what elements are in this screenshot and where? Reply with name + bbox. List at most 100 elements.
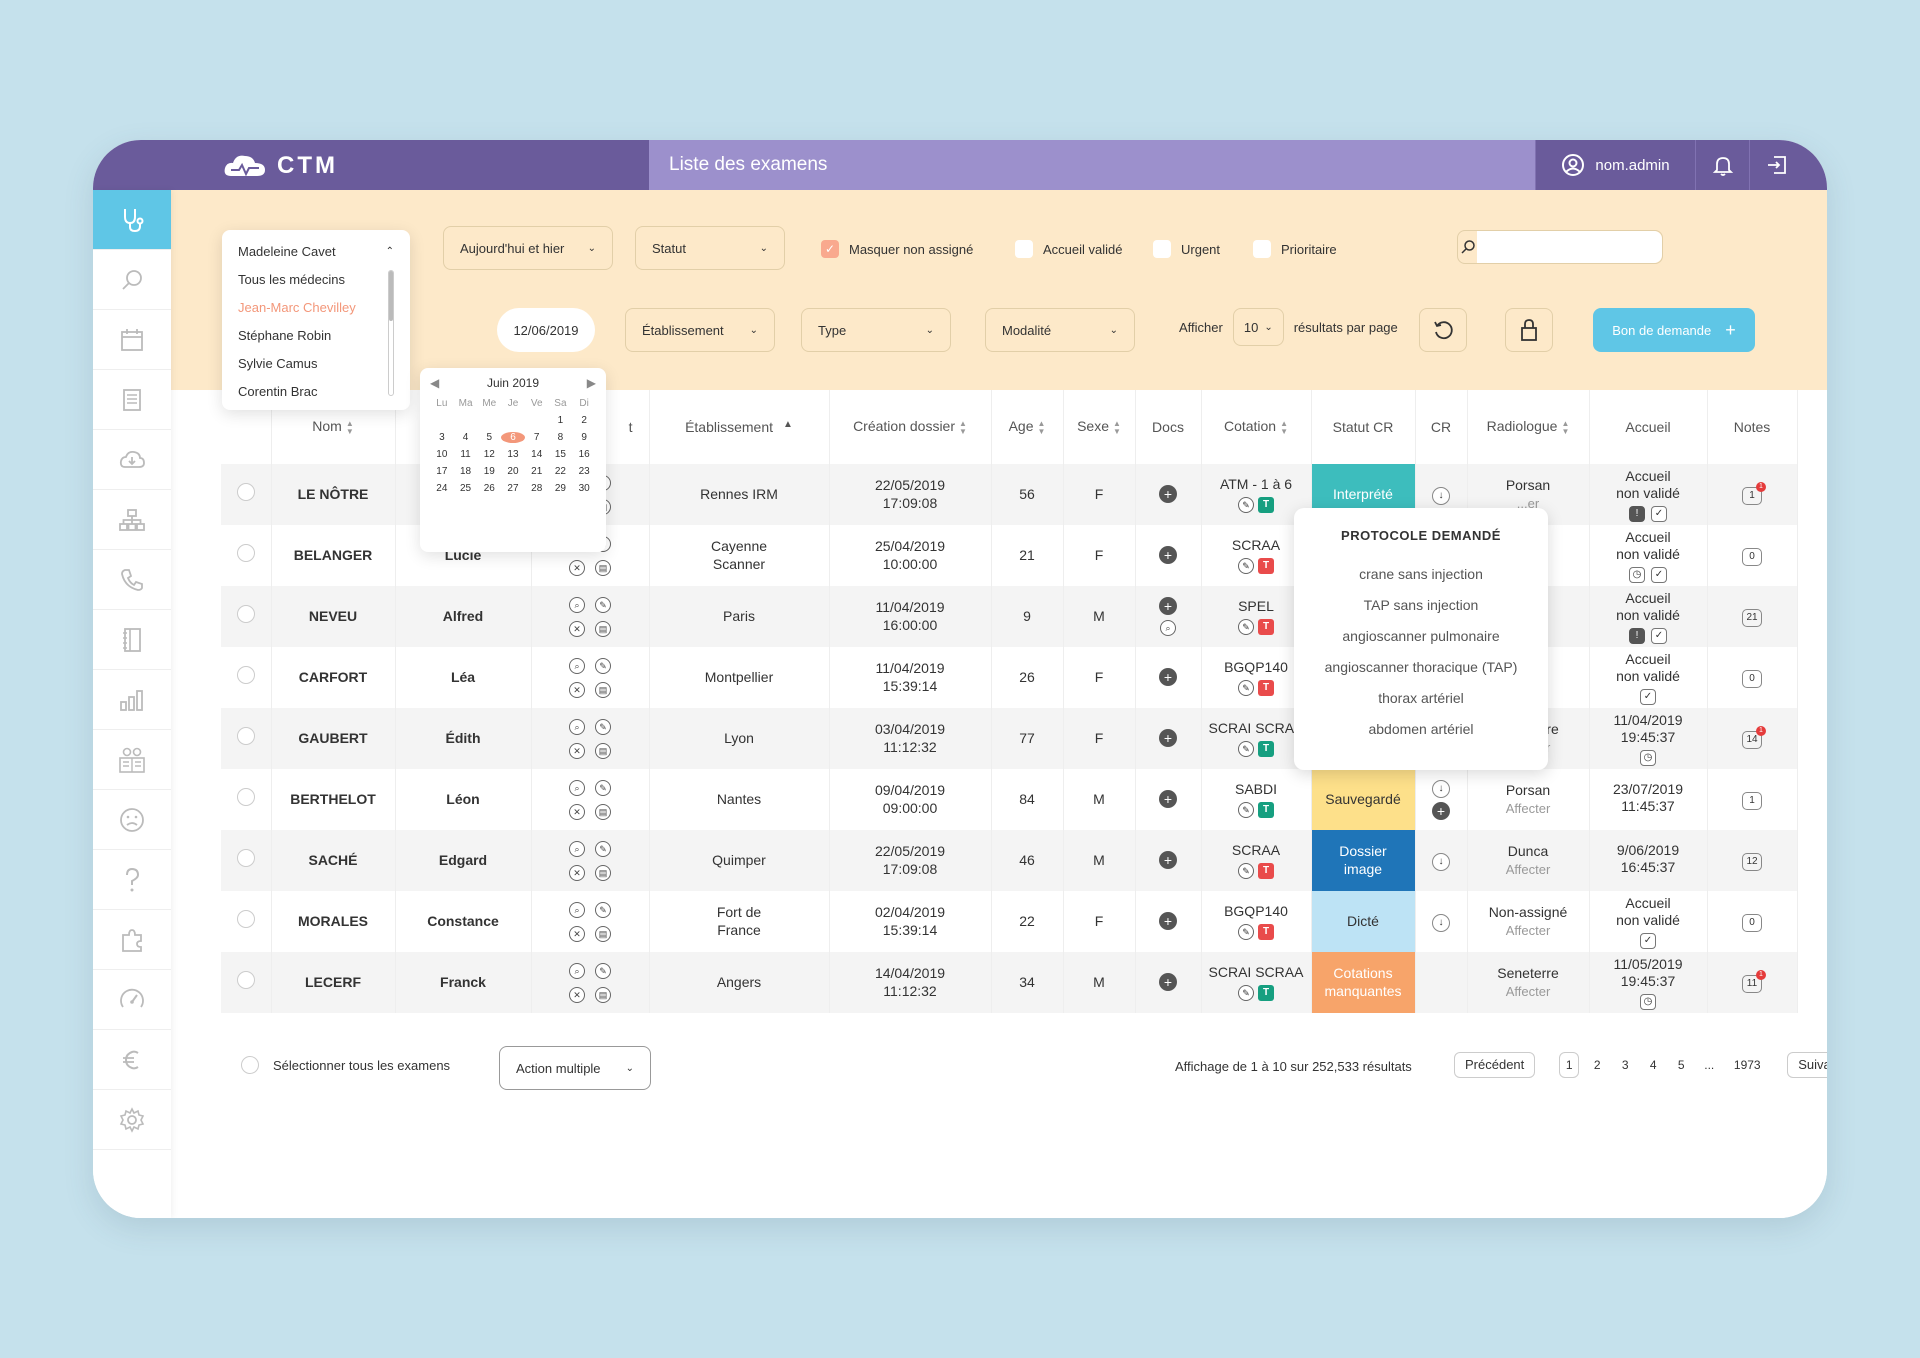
affecter-link[interactable]: Affecter: [1505, 983, 1551, 999]
sidebar-item-download[interactable]: [93, 430, 171, 490]
col-cotation[interactable]: Cotation ▲ ▼: [1201, 390, 1312, 464]
user-menu[interactable]: nom.admin: [1535, 140, 1695, 190]
delete-icon[interactable]: ✕: [569, 559, 585, 576]
row-select-radio[interactable]: [236, 666, 255, 685]
affecter-link[interactable]: Affecter: [1505, 922, 1551, 938]
urgent-checkbox[interactable]: Urgent: [1153, 240, 1220, 258]
affecter-link[interactable]: Affecter: [1505, 861, 1551, 877]
view-doc-icon[interactable]: ⌕: [1160, 619, 1176, 636]
calendar-day[interactable]: 25: [460, 483, 472, 494]
view-icon[interactable]: ⌕: [569, 962, 585, 979]
doctor-selected[interactable]: Madeleine Cavet ⌃: [238, 238, 394, 266]
warning-icon[interactable]: !: [1629, 627, 1645, 644]
calendar-day[interactable]: 24: [436, 483, 448, 494]
next-button[interactable]: Suivant: [1787, 1052, 1827, 1078]
table-row[interactable]: NEVEU Alfred ⌕ ✎ ✕ ▤ Paris 11/04/2019 16:00:…: [221, 586, 1798, 647]
sidebar-item-performance[interactable]: [93, 970, 171, 1030]
view-icon[interactable]: ⌕: [569, 779, 585, 796]
notes-badge[interactable]: 0: [1742, 913, 1762, 932]
calendar-day[interactable]: 19: [483, 466, 495, 477]
modalite-select[interactable]: Modalité ⌄: [985, 308, 1135, 352]
delete-icon[interactable]: ✕: [569, 986, 585, 1003]
sidebar-item-calendar[interactable]: [93, 310, 171, 370]
page-3[interactable]: 3: [1621, 1058, 1629, 1072]
calendar-day[interactable]: 20: [507, 466, 519, 477]
add-doc-icon[interactable]: +: [1159, 973, 1177, 992]
checkbox-checked[interactable]: ✓: [821, 240, 839, 258]
calendar-day[interactable]: 1: [557, 415, 564, 426]
previous-button[interactable]: Précédent: [1454, 1052, 1536, 1078]
col-sexe[interactable]: Sexe ▲ ▼: [1063, 390, 1136, 464]
edit-icon[interactable]: ✎: [595, 596, 611, 613]
edit-icon[interactable]: ✎: [595, 779, 611, 796]
calendar-day[interactable]: 23: [578, 466, 590, 477]
calendar-day[interactable]: 29: [554, 483, 566, 494]
sidebar-item-network[interactable]: [93, 490, 171, 550]
view-icon[interactable]: ⌕: [569, 657, 585, 674]
delete-icon[interactable]: ✕: [569, 742, 585, 759]
notes-badge[interactable]: 1: [1742, 791, 1762, 810]
add-doc-icon[interactable]: +: [1159, 668, 1177, 687]
file-icon[interactable]: ▤: [595, 986, 611, 1003]
col-radiologue[interactable]: Radiologue ▲ ▼: [1467, 390, 1590, 464]
doctor-option[interactable]: Tous les médecins: [238, 272, 345, 287]
page-1[interactable]: 1: [1559, 1052, 1580, 1078]
row-select-radio[interactable]: [236, 727, 255, 746]
validate-icon[interactable]: ✓: [1651, 627, 1667, 644]
calendar-day[interactable]: 21: [531, 466, 543, 477]
type-select[interactable]: Type ⌄: [801, 308, 951, 352]
warning-icon[interactable]: !: [1629, 505, 1645, 522]
etablissement-select[interactable]: Établissement ⌄: [625, 308, 775, 352]
add-cr-icon[interactable]: +: [1432, 802, 1450, 821]
prioritaire-checkbox[interactable]: Prioritaire: [1253, 240, 1337, 258]
row-select-radio[interactable]: [236, 910, 255, 929]
delete-icon[interactable]: ✕: [569, 925, 585, 942]
calendar-day[interactable]: 13: [507, 449, 519, 460]
clock-icon[interactable]: ◷: [1629, 566, 1645, 583]
edit-icon[interactable]: ✎: [595, 901, 611, 918]
col-age[interactable]: Age ▲ ▼: [991, 390, 1064, 464]
edit-icon[interactable]: ✎: [1238, 618, 1254, 635]
col-etablissement[interactable]: Établissement ▲: [649, 390, 830, 464]
action-multiple-select[interactable]: Action multiple ⌄: [499, 1046, 651, 1090]
validate-icon[interactable]: ✓: [1640, 688, 1656, 705]
calendar-day[interactable]: 11: [460, 449, 471, 460]
table-row[interactable]: MORALES Constance ⌕ ✎ ✕ ▤ Fort de France 02…: [221, 891, 1798, 952]
table-row[interactable]: GAUBERT Édith ⌕ ✎ ✕ ▤ Lyon 03/04/2019 11:12:…: [221, 708, 1798, 769]
download-icon[interactable]: ↓: [1432, 852, 1450, 871]
accueil-checkbox[interactable]: Accueil validé: [1015, 240, 1123, 258]
table-row[interactable]: SACHÉ Edgard ⌕ ✎ ✕ ▤ Quimper 22/05/2019 17:0…: [221, 830, 1798, 891]
sidebar-item-phone[interactable]: [93, 550, 171, 610]
calendar-day[interactable]: 15: [554, 449, 566, 460]
affecter-link[interactable]: Affecter: [1505, 800, 1551, 816]
file-icon[interactable]: ▤: [595, 620, 611, 637]
validate-icon[interactable]: ✓: [1651, 505, 1667, 522]
row-select-radio[interactable]: [236, 483, 255, 502]
statut-cr[interactable]: Dossier image: [1311, 830, 1416, 891]
validate-icon[interactable]: ✓: [1640, 932, 1656, 949]
doctor-option[interactable]: Sylvie Camus: [238, 356, 318, 371]
doctor-option[interactable]: Jean-Marc Chevilley: [238, 300, 356, 315]
table-row[interactable]: CARFORT Léa ⌕ ✎ ✕ ▤ Montpellier 11/04/2019 1…: [221, 647, 1798, 708]
scrollbar[interactable]: [388, 270, 394, 396]
edit-icon[interactable]: ✎: [1238, 557, 1254, 574]
file-icon[interactable]: ▤: [595, 803, 611, 820]
add-doc-icon[interactable]: +: [1159, 790, 1177, 809]
page-2[interactable]: 2: [1593, 1058, 1601, 1072]
delete-icon[interactable]: ✕: [569, 681, 585, 698]
per-page-select[interactable]: 10 ⌄: [1232, 308, 1284, 346]
file-icon[interactable]: ▤: [595, 925, 611, 942]
calendar-day[interactable]: 3: [439, 432, 445, 443]
edit-icon[interactable]: ✎: [1238, 679, 1254, 696]
doctor-option[interactable]: Stéphane Robin: [238, 328, 332, 343]
period-select[interactable]: Aujourd'hui et hier ⌄: [443, 226, 613, 270]
delete-icon[interactable]: ✕: [569, 803, 585, 820]
download-icon[interactable]: ↓: [1432, 486, 1450, 505]
calendar-day[interactable]: 17: [436, 466, 448, 477]
clock-icon[interactable]: ◷: [1640, 749, 1656, 766]
view-icon[interactable]: ⌕: [569, 901, 585, 918]
edit-icon[interactable]: ✎: [1238, 862, 1254, 879]
sidebar-item-reading[interactable]: [93, 730, 171, 790]
calendar-day[interactable]: 26: [483, 483, 495, 494]
table-row[interactable]: LE NÔTRE ⌕✎✕▤ Rennes IRM 22/05/201917:09…: [221, 464, 1798, 525]
